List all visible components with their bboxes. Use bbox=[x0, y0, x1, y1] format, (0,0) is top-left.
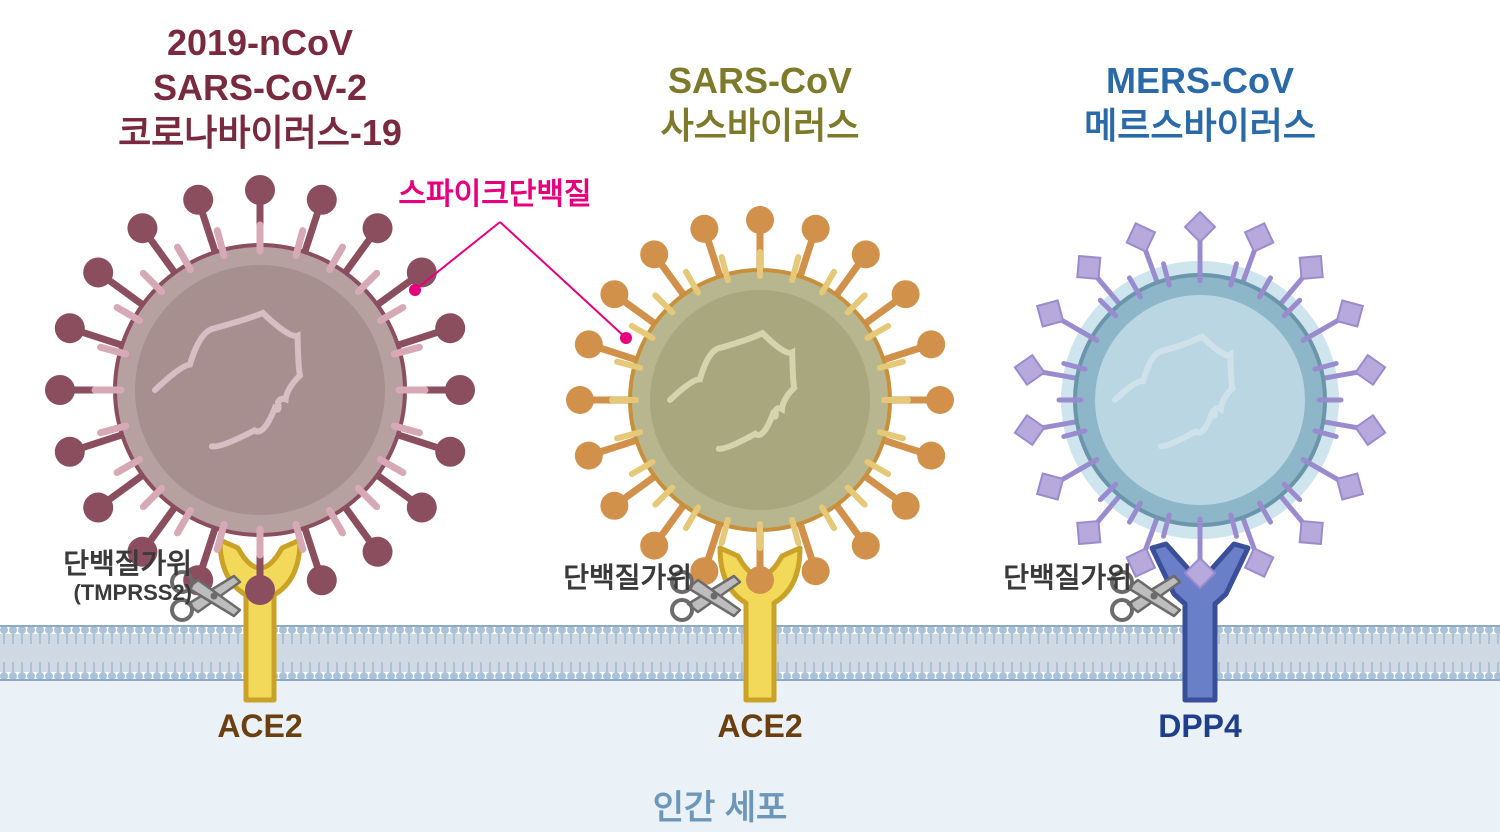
virus-title-sarscov2: 2019-nCoV SARS-CoV-2 코로나바이러스-19 bbox=[60, 20, 460, 155]
protease-label-sarscov: 단백질가위 bbox=[502, 562, 692, 594]
receptor-label-ace2-1: ACE2 bbox=[180, 708, 340, 745]
diagram-stage: 2019-nCoV SARS-CoV-2 코로나바이러스-19 SARS-CoV… bbox=[0, 0, 1500, 832]
virus-merscov bbox=[1015, 212, 1385, 588]
virus-sarscov2 bbox=[45, 175, 475, 605]
receptor-label-dpp4: DPP4 bbox=[1120, 708, 1280, 745]
receptor-label-ace2-2: ACE2 bbox=[680, 708, 840, 745]
protease-label-merscov: 단백질가위 bbox=[942, 562, 1132, 594]
virus-title-merscov: MERS-CoV 메르스바이러스 bbox=[1000, 58, 1400, 148]
protease-label-sarscov2: 단백질가위(TMPRSS2) bbox=[2, 548, 192, 606]
spike-protein-label: 스파이크단백질 bbox=[365, 169, 625, 213]
virus-title-sarscov: SARS-CoV 사스바이러스 bbox=[560, 58, 960, 148]
cell-label: 인간 세포 bbox=[570, 780, 870, 829]
virus-sarscov bbox=[566, 206, 954, 594]
